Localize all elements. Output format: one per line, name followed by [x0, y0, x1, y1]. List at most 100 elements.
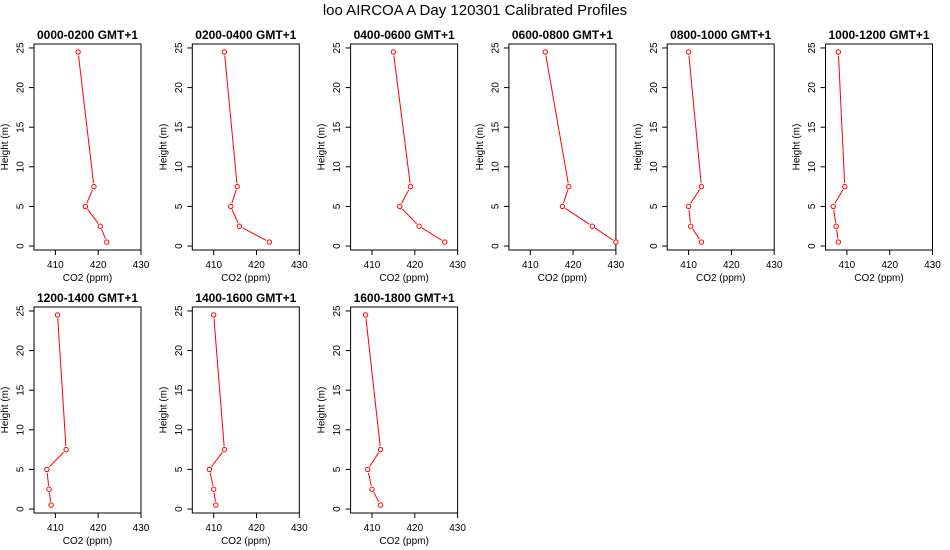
figure-title: loo AIRCOA A Day 120301 Calibrated Profi… — [322, 2, 628, 19]
x-tick-label: 420 — [406, 523, 423, 534]
y-tick-label: 0 — [332, 506, 343, 512]
x-tick-label: 410 — [47, 523, 64, 534]
x-axis-label: CO2 (ppm) — [221, 536, 270, 547]
y-tick-label: 10 — [807, 161, 818, 173]
profile-line-segment — [421, 227, 443, 241]
data-point — [698, 239, 705, 245]
data-point — [835, 49, 842, 55]
x-tick-label: 410 — [205, 523, 222, 534]
y-tick-label: 0 — [16, 506, 27, 512]
profile-line-segment — [57, 318, 67, 447]
x-axis-label: CO2 (ppm) — [221, 273, 270, 284]
y-tick-label: 0 — [174, 506, 185, 512]
data-point — [228, 203, 234, 210]
data-point — [91, 183, 97, 190]
panel-title: 0800-1000 GMT+1 — [670, 28, 771, 42]
y-tick-label: 25 — [174, 305, 185, 317]
y-tick-label: 15 — [649, 121, 660, 133]
y-axis-label: Height (m) — [792, 124, 803, 171]
y-tick-label: 25 — [332, 42, 343, 54]
x-tick-label: 420 — [90, 523, 107, 534]
x-tick-label: 410 — [205, 260, 222, 271]
data-point — [442, 239, 448, 245]
data-point — [377, 446, 384, 453]
y-tick-label: 5 — [807, 203, 818, 209]
y-tick-label: 25 — [16, 42, 27, 54]
x-tick-label: 430 — [924, 260, 941, 271]
profile-line-segment — [87, 208, 99, 224]
data-point — [835, 239, 842, 245]
y-tick-label: 10 — [332, 161, 343, 173]
profile-line-segment — [401, 208, 417, 225]
y-tick-label: 15 — [332, 384, 343, 396]
x-tick-label: 410 — [680, 260, 697, 271]
panel-title: 0000-0200 GMT+1 — [37, 28, 138, 42]
data-point — [542, 49, 548, 55]
data-point — [685, 203, 692, 210]
data-point — [365, 466, 371, 473]
panel-9: 1600-1800 GMT+1 410 420 430 CO2 (ppm) 0 5 10 15 2… — [317, 291, 467, 547]
panel-8: 1400-1600 GMT+1 410 420 430 CO2 (ppm) 0 5 10 15 2… — [158, 291, 308, 547]
data-point — [221, 446, 228, 453]
x-tick-label: 410 — [364, 260, 381, 271]
profile-line-segment — [231, 189, 237, 204]
y-axis-label: Height (m) — [317, 124, 328, 171]
x-tick-label: 420 — [248, 523, 265, 534]
profile-line-segment — [209, 472, 214, 486]
panel-frame — [33, 43, 142, 251]
profile-line-segment — [373, 492, 380, 503]
x-tick-label: 420 — [881, 260, 898, 271]
panel-frame — [191, 306, 300, 514]
y-tick-label: 0 — [807, 243, 818, 249]
x-tick-label: 430 — [608, 260, 625, 271]
y-tick-label: 20 — [807, 82, 818, 94]
y-tick-label: 5 — [332, 466, 343, 472]
data-point — [221, 49, 228, 55]
x-tick-label: 430 — [133, 260, 150, 271]
data-point — [833, 223, 839, 229]
data-point — [407, 183, 414, 190]
x-tick-label: 430 — [291, 260, 308, 271]
data-point — [46, 486, 52, 492]
y-tick-label: 15 — [332, 121, 343, 133]
y-axis-label: Height (m) — [158, 124, 169, 171]
profile-line-segment — [690, 189, 700, 204]
data-point — [213, 502, 219, 508]
profile-line-segment — [565, 207, 590, 225]
panel-title: 1600-1800 GMT+1 — [354, 291, 455, 305]
panel-title: 0600-0800 GMT+1 — [512, 28, 613, 42]
panel-frame — [825, 43, 933, 251]
profile-line-segment — [367, 472, 372, 486]
data-point — [362, 312, 369, 318]
y-tick-label: 5 — [649, 203, 660, 209]
x-tick-label: 420 — [90, 260, 107, 271]
y-tick-label: 20 — [491, 82, 502, 94]
y-axis-label: Height (m) — [633, 124, 644, 171]
profile-line-segment — [688, 209, 691, 223]
profile-line-segment — [834, 189, 844, 204]
profile-line-segment — [688, 55, 702, 184]
data-point — [236, 223, 243, 229]
x-axis-label: CO2 (ppm) — [379, 273, 428, 284]
panel-title: 0200-0400 GMT+1 — [195, 28, 296, 42]
profile-line-segment — [369, 452, 380, 467]
data-point — [97, 223, 104, 229]
panel-frame — [350, 306, 459, 514]
y-tick-label: 15 — [16, 384, 27, 396]
y-tick-label: 15 — [174, 121, 185, 133]
panel-frame — [508, 43, 617, 251]
x-tick-label: 420 — [248, 260, 265, 271]
x-tick-label: 430 — [449, 260, 466, 271]
data-point — [589, 223, 596, 229]
y-tick-label: 10 — [491, 161, 502, 173]
panel-4: 0600-0800 GMT+1 410 420 430 CO2 (ppm) 0 5 10 15 2… — [475, 28, 625, 284]
x-axis-label: CO2 (ppm) — [379, 536, 428, 547]
data-point — [104, 239, 110, 245]
x-axis-label: CO2 (ppm) — [696, 273, 745, 284]
panel-frame — [33, 306, 142, 514]
y-tick-label: 5 — [16, 466, 27, 472]
y-tick-label: 10 — [332, 424, 343, 436]
profile-line-segment — [594, 227, 614, 241]
x-tick-label: 420 — [723, 260, 740, 271]
